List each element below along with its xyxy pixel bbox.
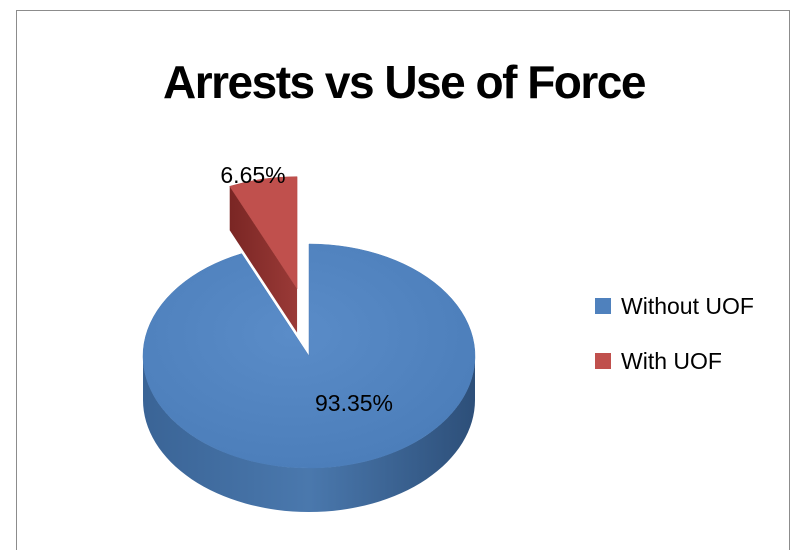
pie-slice-without-uof [142,243,476,469]
data-label-with-uof: 6.65% [220,162,285,188]
chart-title: Arrests vs Use of Force [163,56,646,108]
pie-slice-with-uof [229,176,298,290]
legend-label-with-uof: With UOF [621,347,722,374]
pie-chart: 93.35% 6.65% [142,162,476,512]
legend-item-with-uof: With UOF [595,346,754,376]
data-label-without-uof: 93.35% [315,390,393,416]
chart-legend: Without UOF With UOF [595,291,754,401]
pie-slice-with-uof-side [229,186,298,333]
chart-frame: Arrests vs Use of Force 93.35% 6.65% With… [16,10,790,550]
legend-item-without-uof: Without UOF [595,291,754,321]
legend-swatch-without-uof [595,298,611,314]
pie-slice-without-uof-side [143,356,475,512]
legend-swatch-with-uof [595,353,611,369]
legend-label-without-uof: Without UOF [621,292,754,319]
